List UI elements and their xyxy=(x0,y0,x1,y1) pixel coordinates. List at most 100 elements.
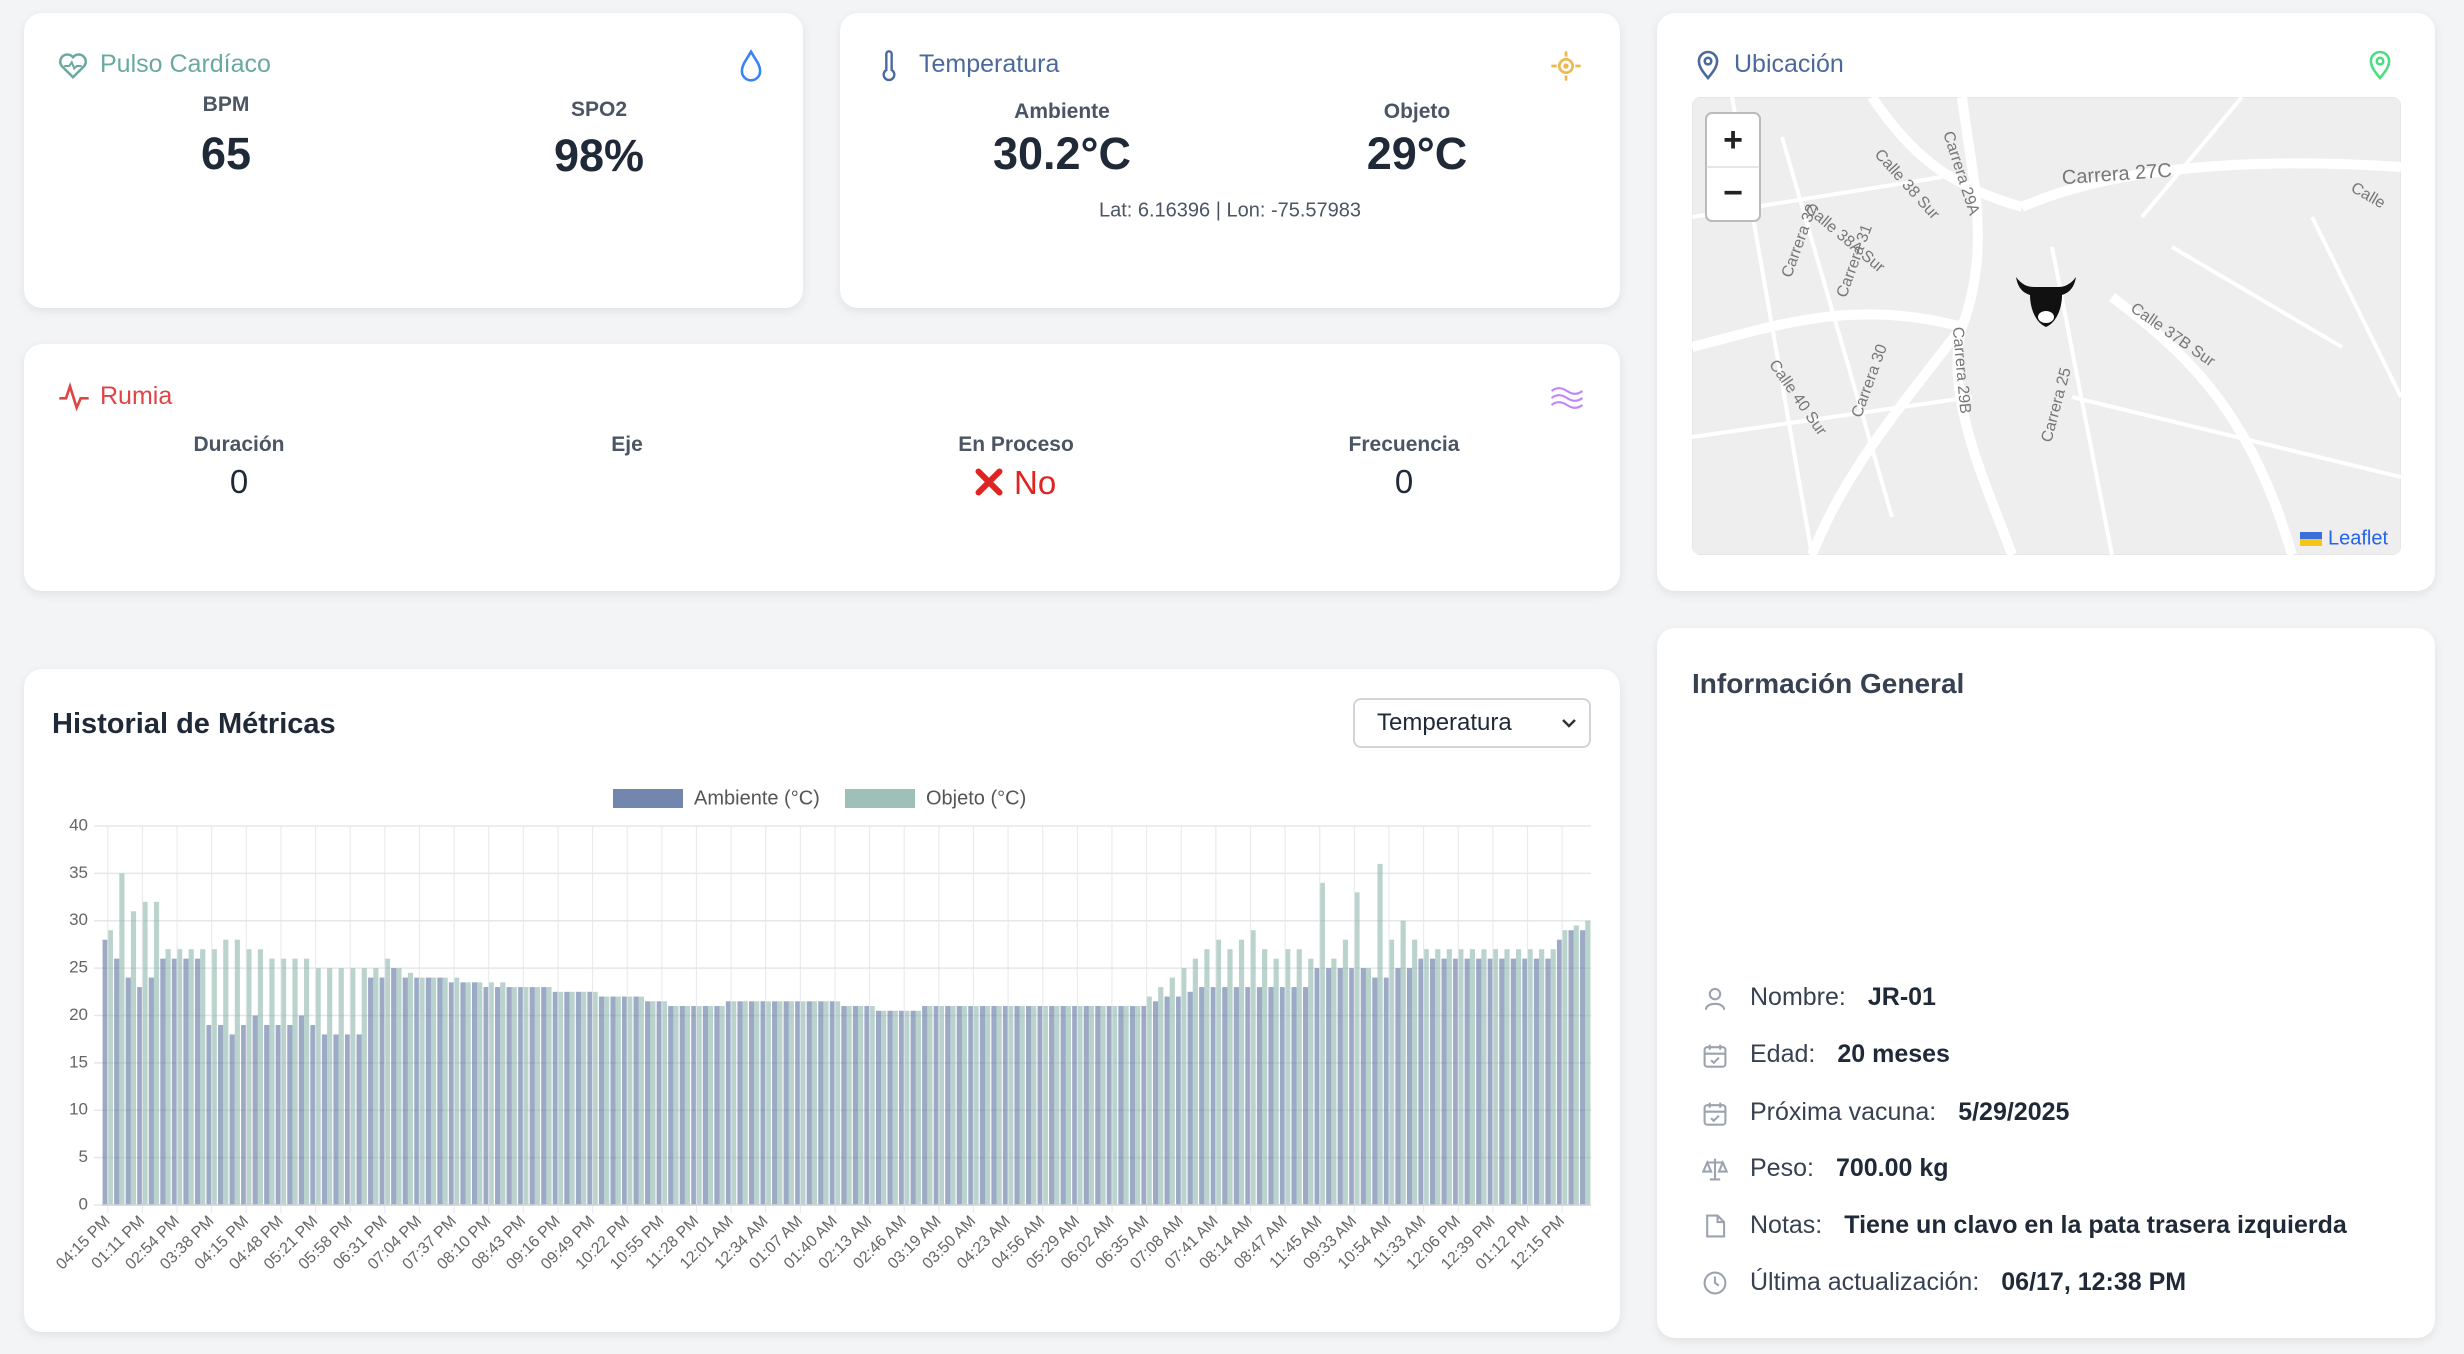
bar xyxy=(765,1001,771,1205)
bar xyxy=(1014,1006,1020,1205)
bar xyxy=(656,1001,662,1205)
zoom-out[interactable]: − xyxy=(1723,174,1743,212)
bar xyxy=(1204,949,1210,1205)
bar xyxy=(211,949,217,1205)
bar xyxy=(1342,939,1349,1205)
bar xyxy=(495,987,501,1205)
bar xyxy=(200,949,206,1205)
zoom-in[interactable]: + xyxy=(1723,121,1743,159)
location-card: Ubicación Carrera 27C Calle 38A Sur Call… xyxy=(1657,13,2435,591)
info-value: 20 meses xyxy=(1837,1040,1950,1068)
cow-marker[interactable] xyxy=(2016,277,2076,327)
metric-label: Frecuencia xyxy=(1348,433,1460,456)
metric-value: 65 xyxy=(200,128,252,179)
bar xyxy=(985,1006,991,1205)
bar xyxy=(846,1006,852,1205)
bar xyxy=(1395,968,1401,1205)
bar xyxy=(160,958,166,1205)
bar xyxy=(1545,958,1551,1205)
bar xyxy=(500,982,506,1205)
bar xyxy=(177,949,183,1205)
bar xyxy=(1199,987,1205,1205)
attribution[interactable]: Leaflet xyxy=(2328,527,2388,549)
bar xyxy=(1487,958,1493,1205)
bar xyxy=(338,968,344,1205)
bar xyxy=(1227,949,1233,1205)
bar xyxy=(806,1001,812,1205)
bar xyxy=(1349,968,1355,1205)
bar xyxy=(1314,968,1320,1205)
bar xyxy=(1245,987,1251,1205)
bar xyxy=(529,987,535,1205)
thermometer-icon xyxy=(882,50,896,82)
bar xyxy=(823,1001,829,1205)
bar xyxy=(1106,1006,1112,1205)
bar xyxy=(1285,949,1291,1205)
bar xyxy=(1337,968,1343,1205)
bar xyxy=(368,977,374,1205)
metric-value: 29°C xyxy=(1366,128,1468,179)
bar xyxy=(1354,892,1360,1205)
bar xyxy=(454,977,460,1205)
bar xyxy=(892,1010,898,1205)
bar xyxy=(864,1006,870,1205)
y-tick-label: 15 xyxy=(69,1052,88,1071)
card-title: Temperatura xyxy=(919,50,1060,78)
bar xyxy=(915,1010,921,1205)
chevron xyxy=(1562,719,1576,728)
metric-label: SPO2 xyxy=(570,98,628,121)
info-card: Información General Nombre: JR-01 Edad: 20 … xyxy=(1657,628,2435,1338)
bar xyxy=(153,901,160,1205)
bar xyxy=(979,1006,986,1205)
bar xyxy=(691,1006,697,1205)
info-row: Notas: Tiene un clavo en la pata trasera … xyxy=(1702,1211,2347,1240)
bar xyxy=(188,949,194,1205)
map[interactable]: Carrera 27C Calle 38A Sur Calle 38 Sur C… xyxy=(1692,97,2401,555)
metric-label: Objeto xyxy=(1383,100,1451,123)
bar xyxy=(760,1001,766,1205)
bar xyxy=(956,1006,962,1205)
metric-value: 30.2°C xyxy=(992,128,1132,179)
info-label: Notas: xyxy=(1750,1211,1823,1239)
bar xyxy=(598,996,605,1205)
bar xyxy=(1400,920,1406,1205)
bar xyxy=(1464,958,1470,1205)
bar xyxy=(1585,920,1591,1205)
bar xyxy=(1256,987,1263,1205)
info-label: Edad: xyxy=(1750,1040,1816,1068)
bar xyxy=(1429,958,1436,1205)
bar xyxy=(592,991,598,1205)
bar xyxy=(829,1001,835,1205)
bar xyxy=(1019,1006,1025,1205)
bar xyxy=(350,968,356,1205)
bar xyxy=(1008,1006,1014,1205)
bar xyxy=(945,1006,951,1205)
bar xyxy=(471,982,478,1205)
bar xyxy=(673,1006,679,1205)
metric-select[interactable]: Temperatura xyxy=(1353,698,1591,748)
bar xyxy=(1088,1006,1095,1205)
info-value: 700.00 kg xyxy=(1835,1154,1949,1182)
bar xyxy=(1031,1006,1037,1205)
info-row: Edad: 20 meses xyxy=(1702,1040,1950,1069)
bar xyxy=(702,1006,708,1205)
bar xyxy=(165,949,171,1205)
bar xyxy=(869,1006,875,1205)
bar xyxy=(229,1034,235,1205)
bar xyxy=(1118,1006,1124,1205)
bar xyxy=(627,996,633,1205)
bar xyxy=(102,939,108,1205)
bar xyxy=(460,982,466,1205)
bar xyxy=(1389,939,1395,1205)
bar xyxy=(1331,958,1337,1205)
select-value[interactable]: Temperatura xyxy=(1377,709,1512,736)
card-title: Ubicación xyxy=(1734,50,1844,78)
bar xyxy=(800,1001,806,1205)
bar xyxy=(1100,1006,1106,1205)
bar xyxy=(1458,949,1464,1205)
bar xyxy=(1181,968,1187,1205)
bar xyxy=(621,996,628,1205)
chart: 0 5 10 15 20 25 30 35 40 Ambiente (°C) Objeto (°C)… xyxy=(53,787,1591,1273)
bar xyxy=(904,1010,910,1205)
bar xyxy=(1222,987,1228,1205)
